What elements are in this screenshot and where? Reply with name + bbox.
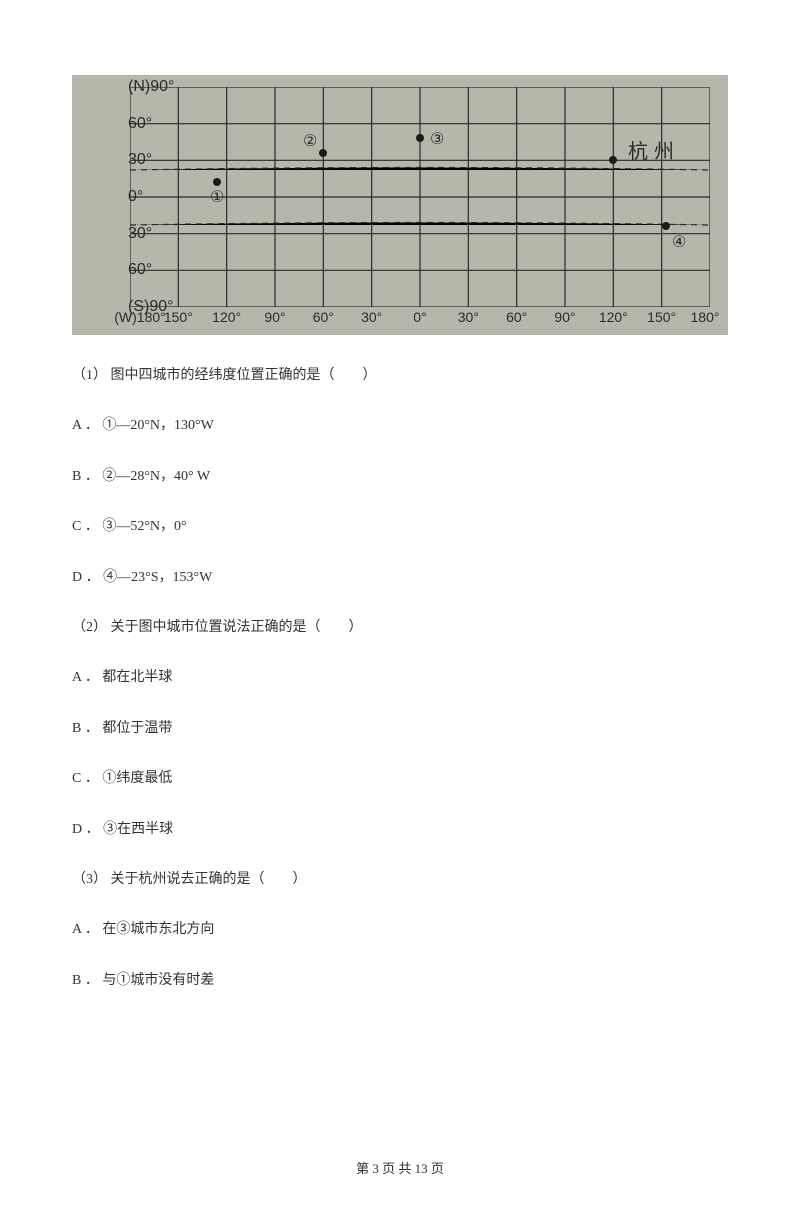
q2-option-c: C ． ①纬度最低: [72, 768, 728, 790]
x-axis-label: 150°: [647, 309, 676, 325]
q3-prompt: （3） 关于杭州说去正确的是（ ）: [72, 869, 728, 891]
q1-option-d: D ． ④—23°S，153°W: [72, 567, 728, 589]
x-axis-label: 120°: [212, 309, 241, 325]
q2-option-d: D ． ③在西半球: [72, 819, 728, 841]
x-axis-label: 0°: [413, 309, 426, 325]
grid-wrapper: (N)90° 60° 30° 0° 30° 60° (S)90° (W)180°…: [80, 87, 720, 327]
q3-option-a: A ． 在③城市东北方向: [72, 919, 728, 941]
q2-option-b: B ． 都位于温带: [72, 718, 728, 740]
q1-option-c: C ． ③—52°N，0°: [72, 516, 728, 538]
q2-option-a: A ． 都在北半球: [72, 667, 728, 689]
q2-prompt: （2） 关于图中城市位置说法正确的是（ ）: [72, 617, 728, 639]
q3-option-b: B ． 与①城市没有时差: [72, 970, 728, 992]
x-axis-label: 60°: [506, 309, 527, 325]
x-axis-label: 30°: [458, 309, 479, 325]
point-label-3: ③: [430, 129, 444, 149]
x-axis-label: (W)180°: [114, 309, 166, 325]
q1-option-b: B ． ②—28°N，40° W: [72, 466, 728, 488]
point-label-1: ①: [210, 187, 224, 207]
x-axis-label: 150°: [164, 309, 193, 325]
x-axis-label: 90°: [264, 309, 285, 325]
point-label-4: ④: [672, 232, 686, 252]
q1-prompt: （1） 图中四城市的经纬度位置正确的是（ ）: [72, 365, 728, 387]
map-figure: (N)90° 60° 30° 0° 30° 60° (S)90° (W)180°…: [72, 75, 728, 335]
x-axis-label: 180°: [691, 309, 720, 325]
hangzhou-label: 杭州: [628, 135, 680, 164]
q1-option-a: A ． ①—20°N，130°W: [72, 415, 728, 437]
page-footer: 第 3 页 共 13 页: [0, 1158, 800, 1177]
x-axis-label: 90°: [554, 309, 575, 325]
point-label-2: ②: [303, 131, 317, 151]
x-axis-label: 60°: [313, 309, 334, 325]
x-axis-label: 120°: [599, 309, 628, 325]
question-content: （1） 图中四城市的经纬度位置正确的是（ ） A ． ①—20°N，130°W …: [72, 365, 728, 992]
x-axis-label: 30°: [361, 309, 382, 325]
